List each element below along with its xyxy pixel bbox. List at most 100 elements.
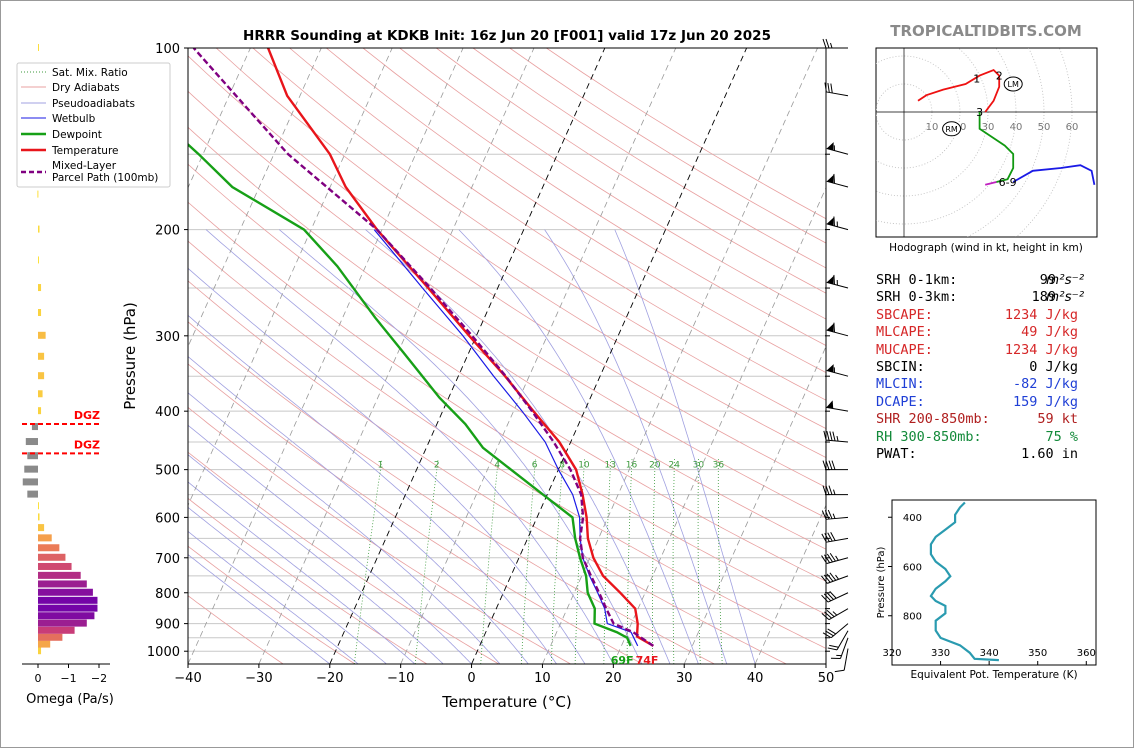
mixing-ratio-line — [603, 458, 612, 664]
barb-flag — [829, 644, 839, 648]
omega-bar — [38, 640, 51, 648]
pseudoadiabat-line — [458, 229, 699, 664]
stat-unit: m²s⁻² — [1046, 289, 1085, 306]
dgz-label: DGZ — [74, 409, 100, 422]
mixing-ratio-line — [414, 458, 439, 664]
omega-bar — [38, 571, 81, 579]
omega-bar — [38, 372, 45, 380]
omega-bar — [38, 553, 66, 561]
barb-flag — [821, 555, 828, 564]
barb-staff — [826, 516, 849, 520]
stat-unit: m²s⁻² — [1046, 272, 1085, 288]
barb-flag — [829, 572, 837, 581]
pseudoadiabat-line — [614, 229, 756, 664]
barb-flag — [833, 322, 835, 333]
barb-staff — [843, 648, 849, 671]
barb-flag — [827, 628, 837, 635]
wind-barb — [822, 623, 849, 639]
pseudoadiabat-line — [188, 392, 501, 664]
legend: Sat. Mix. Ratio Dry Adiabats Pseudoadiab… — [16, 62, 171, 188]
theta-e-x-tick-label: 360 — [1077, 648, 1096, 659]
wind-barb — [821, 608, 849, 621]
stat-row: MLCAPE: 49 J/kg — [876, 324, 1116, 341]
y-tick-label: 1000 — [147, 645, 180, 660]
legend-label-pseudo: Pseudoadiabats — [52, 98, 135, 110]
stat-value: 59 kt — [1037, 411, 1078, 428]
omega-bar — [38, 331, 46, 339]
pseudoadiabat-line — [188, 356, 529, 664]
wind-barb — [826, 364, 849, 377]
stat-label: MUCAPE: — [876, 341, 933, 358]
barb-staff — [826, 91, 849, 97]
stat-label: DCAPE: — [876, 393, 925, 410]
dry-adiabat-line — [188, 497, 428, 664]
omega-bar — [38, 604, 98, 612]
stat-row: MLCIN: -82 J/kg — [876, 376, 1116, 393]
barb-staff — [827, 592, 849, 603]
omega-bar — [25, 438, 38, 446]
stat-value: -82 J/kg — [1012, 376, 1078, 393]
omega-bar — [24, 465, 38, 473]
wind-barb — [824, 82, 849, 97]
y-tick-label: 700 — [155, 552, 180, 567]
stat-label: SRH 0-3km: — [876, 289, 958, 306]
stat-row: SBCIN: 0 J/kg — [876, 359, 1116, 376]
hodograph-height-label: 6-9 — [999, 176, 1017, 189]
pseudoadiabat-line — [188, 554, 331, 664]
omega-tick-label: −1 — [60, 672, 76, 685]
barb-flag — [822, 460, 827, 470]
omega-bar — [38, 534, 52, 542]
barb-half-flag — [830, 42, 833, 49]
surface-temperature-label: 74F — [636, 654, 659, 667]
stat-value: 75 % — [1045, 428, 1078, 445]
theta-e-line — [929, 501, 999, 662]
barb-flag — [833, 216, 835, 226]
dry-adiabat-line — [188, 201, 826, 615]
isotherm-line — [329, 48, 606, 664]
barb-flag — [824, 533, 830, 542]
barb-flag — [823, 574, 831, 583]
barb-flag — [825, 485, 830, 495]
barb-flag — [829, 431, 833, 441]
profile-parcel — [192, 48, 654, 647]
stat-label: SHR 200-850mb: — [876, 411, 990, 428]
barb-flag — [833, 274, 835, 285]
wind-barb — [821, 532, 849, 543]
wind-barb — [821, 572, 849, 584]
barb-flag — [834, 669, 845, 673]
hodograph-ring-label: 60 — [1066, 122, 1079, 133]
wind-barb — [823, 430, 849, 443]
hodograph-height-label: 1 — [973, 72, 980, 85]
barb-pennant — [826, 217, 834, 226]
mixing-ratio-line — [521, 458, 536, 664]
barb-staff — [826, 439, 849, 443]
pseudoadiabat-line — [188, 506, 387, 664]
barb-flag — [821, 612, 830, 621]
isotherm-line — [471, 48, 748, 664]
barb-pennant — [826, 323, 834, 332]
barb-half-flag — [832, 513, 836, 519]
barb-flag — [829, 591, 837, 599]
pseudoadiabat-line — [365, 229, 671, 664]
stat-value: 49 J/kg — [1021, 324, 1078, 341]
legend-label-parcel-2: Parcel Path (100mb) — [52, 172, 158, 184]
stat-label: PWAT: — [876, 445, 917, 462]
barb-half-flag — [836, 435, 839, 442]
mixing-ratio-line — [672, 458, 675, 664]
omega-bar — [27, 490, 38, 498]
barb-flag — [823, 430, 827, 441]
hodograph-frame — [875, 47, 1098, 238]
theta-e-x-tick-label: 350 — [1028, 648, 1047, 659]
isotherm-line — [754, 504, 826, 664]
pseudoadiabat-line — [188, 267, 586, 664]
barb-staff — [840, 637, 849, 659]
omega-bar — [38, 544, 60, 552]
barb-half-flag — [835, 555, 839, 561]
dgz-label: DGZ — [74, 438, 100, 451]
mixing-ratio-label: 13 — [605, 461, 616, 471]
barb-flag — [822, 485, 827, 495]
dry-adiabat-line — [188, 55, 826, 488]
barb-flag — [833, 173, 835, 184]
mixing-ratio-line — [697, 458, 701, 664]
theta-e-plot — [929, 501, 999, 662]
